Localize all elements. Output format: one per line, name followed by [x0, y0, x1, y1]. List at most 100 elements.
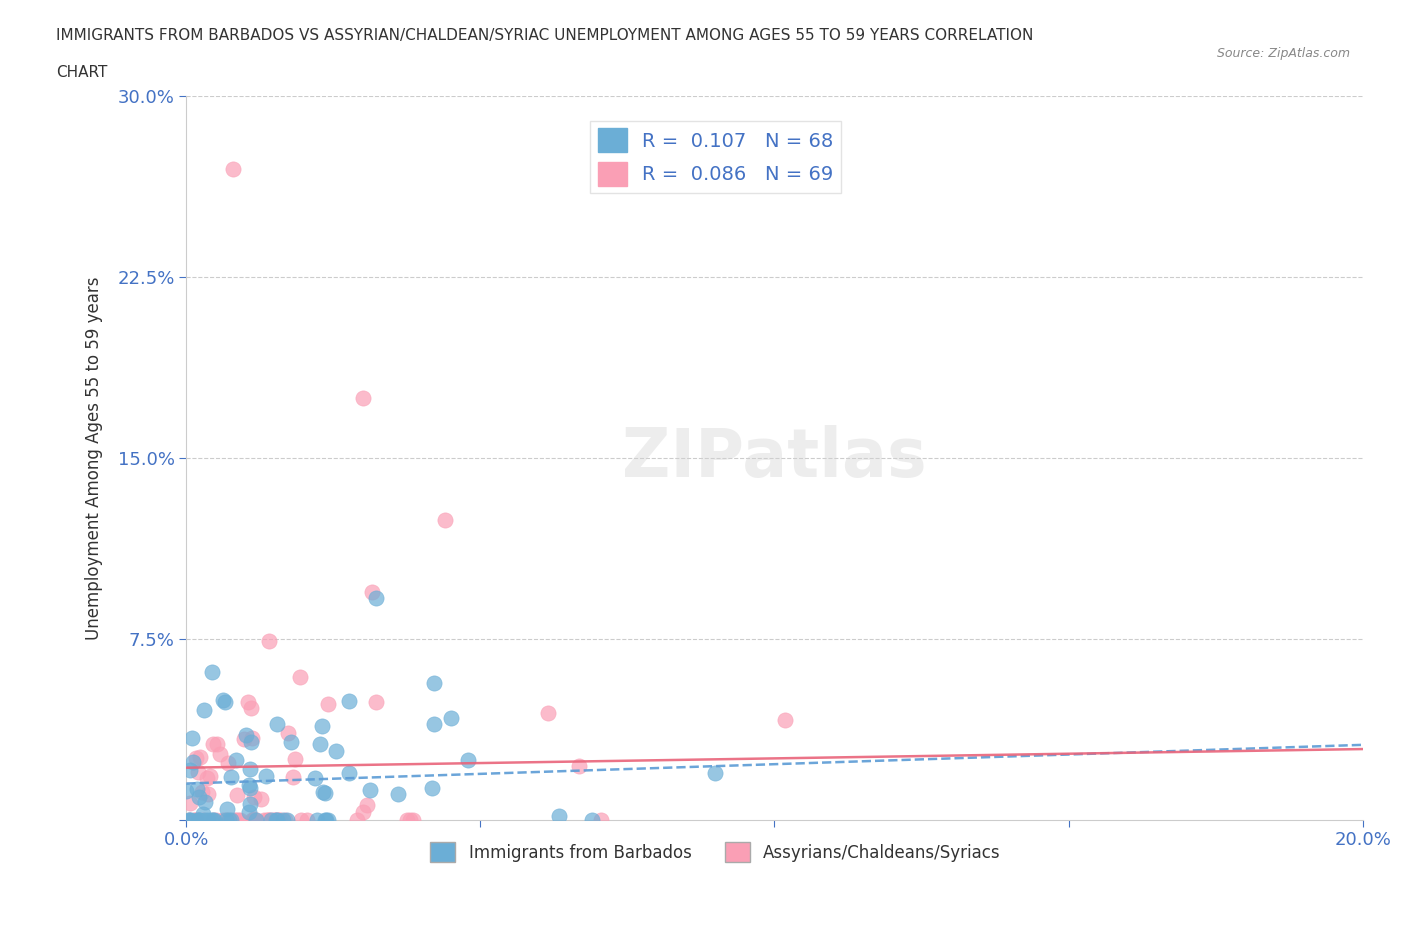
Point [181, 755, 204, 770]
Point [217, 755, 239, 770]
Point [242, 790, 264, 804]
Point [188, 750, 211, 764]
Point [177, 812, 200, 827]
Point [264, 812, 287, 827]
Point [214, 695, 236, 710]
Point [260, 812, 283, 827]
Point [305, 812, 328, 827]
Point [232, 731, 254, 746]
Point [225, 812, 247, 827]
Point [290, 812, 312, 827]
Point [568, 759, 591, 774]
Point [356, 798, 378, 813]
Point [229, 812, 252, 827]
Legend: Immigrants from Barbados, Assyrians/Chaldeans/Syriacs: Immigrants from Barbados, Assyrians/Chal… [423, 835, 1008, 869]
Point [457, 753, 479, 768]
Point [591, 812, 613, 827]
Point [423, 676, 446, 691]
Point [387, 787, 409, 802]
Point [215, 812, 238, 827]
Point [264, 812, 287, 827]
Point [212, 812, 235, 827]
Y-axis label: Unemployment Among Ages 55 to 59 years: Unemployment Among Ages 55 to 59 years [86, 276, 103, 640]
Point [359, 782, 381, 797]
Point [402, 812, 425, 827]
Point [236, 695, 259, 710]
Point [186, 781, 208, 796]
Point [181, 731, 204, 746]
Point [284, 751, 307, 766]
Point [395, 812, 418, 827]
Point [263, 812, 285, 827]
Point [193, 812, 215, 827]
Point [180, 812, 202, 827]
Point [194, 794, 217, 809]
Point [339, 765, 361, 780]
Point [211, 692, 233, 707]
Point [242, 812, 264, 827]
Point [226, 787, 249, 802]
Point [240, 812, 263, 827]
Point [423, 716, 446, 731]
Point [266, 812, 288, 827]
Point [361, 584, 384, 599]
Point [195, 770, 218, 785]
Point [219, 770, 242, 785]
Point [420, 780, 443, 795]
Point [200, 768, 222, 783]
Point [239, 796, 262, 811]
Point [188, 812, 211, 827]
Point [704, 765, 727, 780]
Point [238, 804, 260, 819]
Point [191, 807, 214, 822]
Point [276, 812, 298, 827]
Point [218, 812, 240, 827]
Text: Source: ZipAtlas.com: Source: ZipAtlas.com [1216, 46, 1350, 60]
Point [256, 812, 278, 827]
Point [257, 812, 280, 827]
Text: ZIPatlas: ZIPatlas [621, 425, 927, 491]
Point [187, 790, 209, 804]
Point [176, 783, 198, 798]
Point [440, 711, 463, 725]
Point [217, 812, 239, 827]
Point [197, 787, 219, 802]
Point [312, 784, 335, 799]
Point [187, 812, 209, 827]
Point [311, 718, 333, 733]
Point [193, 702, 215, 717]
Point [202, 812, 225, 827]
Point [254, 768, 277, 783]
Point [314, 785, 336, 800]
Point [239, 761, 262, 776]
Point [295, 812, 318, 827]
Point [309, 737, 332, 751]
Point [235, 728, 257, 743]
Point [548, 809, 571, 824]
Point [280, 734, 302, 749]
Point [201, 737, 224, 751]
Point [260, 812, 283, 827]
Point [204, 812, 226, 827]
Point [238, 777, 260, 792]
Point [186, 812, 208, 827]
Point [266, 717, 288, 732]
Point [217, 802, 239, 817]
Point [581, 812, 603, 827]
Point [239, 735, 262, 750]
Point [274, 812, 297, 827]
Point [179, 795, 201, 810]
Point [773, 712, 796, 727]
Point [271, 812, 294, 827]
Point [202, 812, 225, 827]
Point [304, 770, 326, 785]
Point [269, 812, 291, 827]
Point [266, 812, 288, 827]
Point [337, 693, 360, 708]
Point [239, 780, 262, 795]
Point [225, 752, 247, 767]
Point [325, 743, 347, 758]
Point [245, 812, 267, 827]
Point [257, 812, 280, 827]
Point [352, 804, 374, 819]
